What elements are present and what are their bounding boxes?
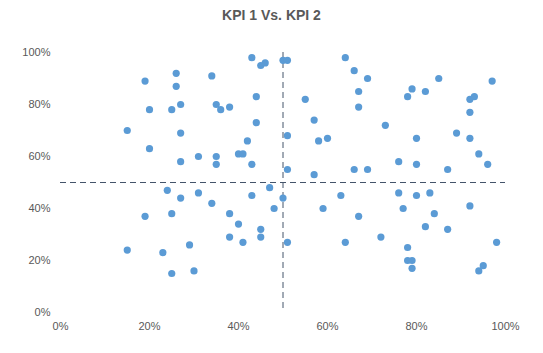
- svg-text:20%: 20%: [28, 254, 50, 266]
- svg-text:60%: 60%: [316, 320, 338, 332]
- svg-text:40%: 40%: [227, 320, 249, 332]
- svg-text:20%: 20%: [138, 320, 160, 332]
- svg-text:100%: 100%: [491, 320, 519, 332]
- svg-text:80%: 80%: [28, 98, 50, 110]
- svg-text:40%: 40%: [28, 202, 50, 214]
- svg-text:60%: 60%: [28, 150, 50, 162]
- svg-text:0%: 0%: [53, 320, 69, 332]
- svg-text:80%: 80%: [405, 320, 427, 332]
- html-text:KPI 1 Vs. KPI 2: KPI 1 Vs. KPI 2: [222, 7, 321, 23]
- svg-text:0%: 0%: [35, 306, 51, 318]
- svg-text:100%: 100%: [22, 46, 50, 58]
